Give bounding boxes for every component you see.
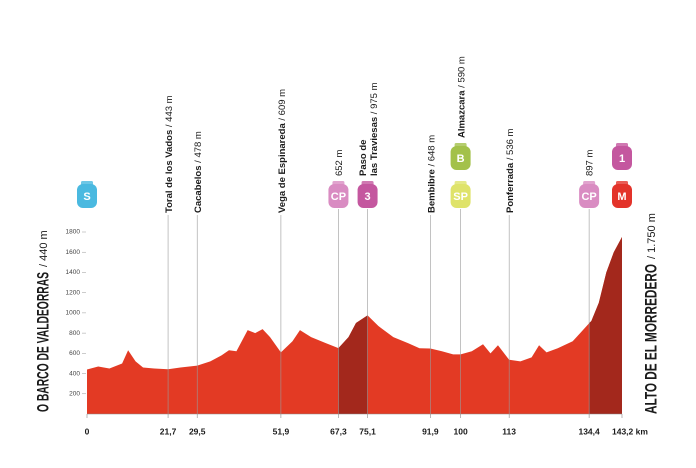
badge-cap: [616, 143, 628, 148]
waypoint-name: Bembibre: [426, 169, 437, 213]
climb-area: [589, 237, 622, 414]
waypoint-altitude: / 648 m: [426, 135, 437, 167]
badge: 3: [357, 181, 378, 208]
badge-label: CP: [331, 191, 346, 203]
waypoint-name: Vega de Espinareda: [276, 123, 287, 213]
waypoint-label: Paso de: [358, 140, 369, 176]
x-tick-label: 134,4: [578, 426, 600, 436]
y-tick-label: 1400: [66, 269, 81, 276]
badge-cap: [616, 181, 628, 186]
x-tick-label: 100: [454, 426, 468, 436]
waypoint-label: Toral de los Vados / 443 m: [164, 95, 175, 213]
waypoint-label: Bembibre / 648 m: [426, 135, 437, 213]
waypoint-label: Cacabelos / 478 m: [193, 131, 204, 213]
y-tick-label: 200: [69, 390, 80, 397]
y-tick-label: 800: [69, 330, 80, 337]
badge-cap: [583, 181, 596, 186]
badge-label: SP: [453, 191, 468, 203]
waypoint-name: Paso de: [358, 140, 369, 176]
badge-body: [77, 184, 97, 208]
waypoint-label: Almazcara / 590 m: [456, 56, 467, 138]
start-altitude: / 440 m: [38, 230, 50, 267]
waypoint-altitude: 652 m: [334, 150, 345, 176]
badge-cap: [332, 181, 345, 186]
waypoint-name: Almazcara: [456, 90, 467, 138]
x-tick-label: 143,2 km: [612, 426, 648, 436]
waypoint-name: las Traviesas: [369, 117, 380, 176]
badge: 1: [612, 143, 632, 170]
badge-body: [612, 146, 632, 170]
badge-label: B: [457, 153, 465, 165]
y-tick-label: 400: [69, 370, 80, 377]
y-tick-label: 600: [69, 350, 80, 357]
x-tick-label: 75,1: [359, 426, 376, 436]
waypoint-name: Ponferrada: [505, 162, 516, 213]
badge: CP: [328, 181, 349, 208]
badge: CP: [579, 181, 600, 208]
badge-body: [357, 184, 378, 208]
waypoint-altitude: / 975 m: [369, 82, 380, 114]
finish-altitude: / 1.750 m: [646, 213, 658, 259]
badge-body: [450, 184, 471, 208]
waypoint-name: Cacabelos: [193, 165, 204, 213]
badge: S: [77, 181, 97, 208]
badge-body: [612, 184, 632, 208]
badge-label: S: [83, 191, 90, 203]
waypoint-altitude: / 478 m: [193, 131, 204, 163]
y-tick-label: 1000: [66, 310, 81, 317]
waypoint-altitude: / 590 m: [456, 56, 467, 88]
start-name: O BARCO DE VALDEORRAS: [33, 272, 52, 412]
x-tick-label: 21,7: [160, 426, 177, 436]
badge-body: [579, 184, 600, 208]
badge-label: 1: [619, 153, 625, 165]
y-tick-label: 1200: [66, 289, 81, 296]
profile-area: [87, 237, 622, 414]
y-tick-label: 1600: [66, 249, 81, 256]
badge-cap: [454, 143, 467, 148]
x-tick-label: 91,9: [422, 426, 439, 436]
waypoint-label: las Traviesas / 975 m: [369, 82, 380, 176]
climb-area: [338, 315, 368, 414]
waypoint-label: Ponferrada / 536 m: [505, 128, 516, 213]
badge: M: [612, 181, 632, 208]
waypoint-altitude: / 609 m: [276, 89, 287, 121]
waypoint-label: Vega de Espinareda / 609 m: [276, 89, 287, 213]
badge-body: [450, 146, 471, 170]
badge-label: M: [617, 191, 626, 203]
x-tick-label: 113: [502, 426, 516, 436]
x-tick-label: 29,5: [189, 426, 206, 436]
badge-body: [328, 184, 349, 208]
waypoint-name: Toral de los Vados: [164, 130, 175, 213]
badge-cap: [454, 181, 467, 186]
badge-label: 3: [365, 191, 371, 203]
badge-cap: [81, 181, 93, 186]
badge-cap: [361, 181, 374, 186]
badge: SP: [450, 181, 471, 208]
waypoint-altitude: / 536 m: [505, 128, 516, 160]
badge: B: [450, 143, 471, 170]
y-tick-label: 1800: [66, 229, 81, 236]
x-tick-label: 0: [85, 426, 90, 436]
waypoint-altitude: / 443 m: [164, 95, 175, 127]
finish-name: ALTO DE EL MORREDERO: [641, 264, 660, 414]
badge-label: CP: [581, 191, 596, 203]
waypoint-altitude: 897 m: [585, 150, 596, 176]
x-tick-label: 67,3: [330, 426, 347, 436]
x-tick-label: 51,9: [273, 426, 290, 436]
